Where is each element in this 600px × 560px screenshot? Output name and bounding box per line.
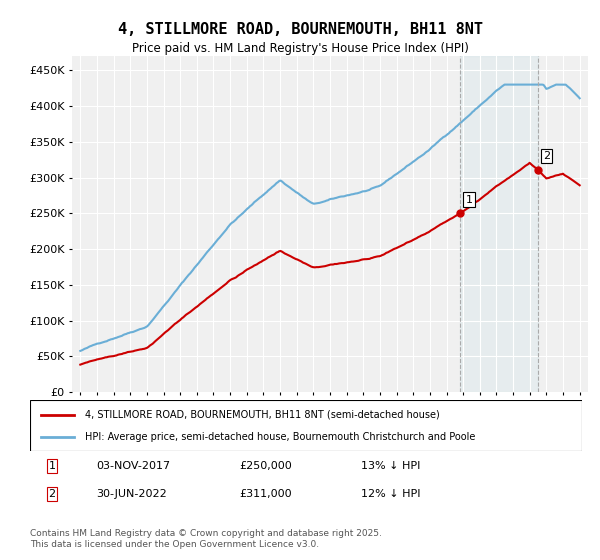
Text: 13% ↓ HPI: 13% ↓ HPI [361, 461, 421, 471]
Text: Contains HM Land Registry data © Crown copyright and database right 2025.
This d: Contains HM Land Registry data © Crown c… [30, 529, 382, 549]
Text: 1: 1 [466, 194, 472, 204]
Text: 03-NOV-2017: 03-NOV-2017 [96, 461, 170, 471]
Text: 1: 1 [49, 461, 56, 471]
Text: 30-JUN-2022: 30-JUN-2022 [96, 489, 167, 499]
Text: £250,000: £250,000 [240, 461, 293, 471]
FancyBboxPatch shape [30, 400, 582, 451]
Text: 12% ↓ HPI: 12% ↓ HPI [361, 489, 421, 499]
Text: 2: 2 [543, 151, 550, 161]
Text: HPI: Average price, semi-detached house, Bournemouth Christchurch and Poole: HPI: Average price, semi-detached house,… [85, 432, 476, 442]
Text: 2: 2 [49, 489, 56, 499]
Text: 4, STILLMORE ROAD, BOURNEMOUTH, BH11 8NT: 4, STILLMORE ROAD, BOURNEMOUTH, BH11 8NT [118, 22, 482, 38]
Text: 4, STILLMORE ROAD, BOURNEMOUTH, BH11 8NT (semi-detached house): 4, STILLMORE ROAD, BOURNEMOUTH, BH11 8NT… [85, 409, 440, 419]
Bar [460, 56, 538, 392]
Text: Price paid vs. HM Land Registry's House Price Index (HPI): Price paid vs. HM Land Registry's House … [131, 42, 469, 55]
Text: £311,000: £311,000 [240, 489, 292, 499]
